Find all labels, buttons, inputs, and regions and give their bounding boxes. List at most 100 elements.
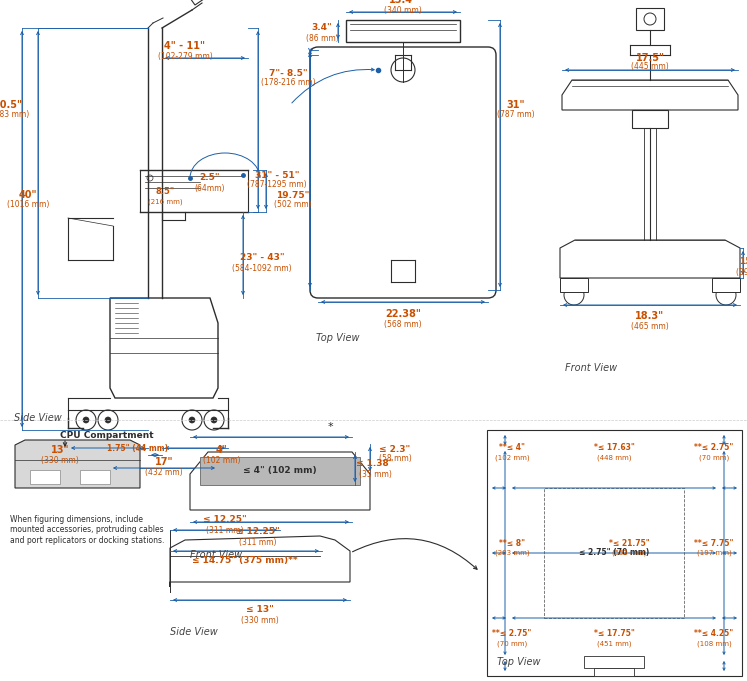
Bar <box>636 8 664 30</box>
Text: 2.5": 2.5" <box>199 174 220 183</box>
Polygon shape <box>190 452 370 510</box>
Bar <box>30 470 60 484</box>
Text: 3.4": 3.4" <box>311 24 332 33</box>
Polygon shape <box>190 0 217 5</box>
Text: (102-279 mm): (102-279 mm) <box>158 52 212 61</box>
Text: **≤ 4.25": **≤ 4.25" <box>695 629 734 639</box>
Text: 8.5": 8.5" <box>155 187 175 197</box>
Text: (445 mm): (445 mm) <box>631 61 669 71</box>
Text: 7"- 8.5": 7"- 8.5" <box>269 69 307 78</box>
Text: (178-216 mm): (178-216 mm) <box>261 78 315 87</box>
FancyBboxPatch shape <box>310 47 496 298</box>
Text: Side View: Side View <box>170 627 217 637</box>
Text: 4" - 11": 4" - 11" <box>164 41 205 51</box>
Text: Front View: Front View <box>190 550 242 560</box>
Circle shape <box>189 417 195 423</box>
Text: ≤ 12.25": ≤ 12.25" <box>236 528 280 537</box>
Bar <box>346 20 460 42</box>
Text: Top View: Top View <box>497 657 541 667</box>
Text: (340 mm): (340 mm) <box>384 5 422 14</box>
Text: (70 mm): (70 mm) <box>699 455 729 461</box>
Text: ≤ 1.38": ≤ 1.38" <box>356 460 394 469</box>
Text: 50.5": 50.5" <box>0 100 22 110</box>
Text: (1016 mm): (1016 mm) <box>7 200 49 210</box>
Text: (58 mm): (58 mm) <box>379 454 412 464</box>
Text: 1.75" (44 mm): 1.75" (44 mm) <box>108 443 169 452</box>
Text: 17.5": 17.5" <box>636 53 665 63</box>
Text: *≤ 17.75": *≤ 17.75" <box>594 629 634 639</box>
Text: (311 mm): (311 mm) <box>206 526 244 535</box>
Text: **≤ 8": **≤ 8" <box>499 539 525 548</box>
Text: Front View: Front View <box>565 363 617 373</box>
Text: (102 mm): (102 mm) <box>203 456 241 464</box>
Text: (584-1092 mm): (584-1092 mm) <box>232 264 292 272</box>
Text: CPU Compartment: CPU Compartment <box>60 430 154 439</box>
Circle shape <box>83 417 89 423</box>
Circle shape <box>105 417 111 423</box>
Text: (311 mm): (311 mm) <box>239 537 276 546</box>
Text: 40": 40" <box>19 190 37 200</box>
Bar <box>80 470 110 484</box>
Text: 31": 31" <box>506 100 525 110</box>
Text: ≤ 14.75" (375 mm)**: ≤ 14.75" (375 mm)** <box>192 556 298 565</box>
Polygon shape <box>110 298 218 398</box>
Text: (787-1295 mm): (787-1295 mm) <box>247 180 307 189</box>
Polygon shape <box>562 80 738 110</box>
Text: (330 mm): (330 mm) <box>41 456 79 464</box>
Text: ≤ 4" (102 mm): ≤ 4" (102 mm) <box>244 466 317 475</box>
Text: 4": 4" <box>216 445 228 455</box>
Bar <box>487 430 742 676</box>
Text: (197 mm): (197 mm) <box>697 550 731 556</box>
Text: **≤ 2.75": **≤ 2.75" <box>492 629 532 639</box>
Text: ≤ 2.75" (70 mm): ≤ 2.75" (70 mm) <box>579 548 649 558</box>
Text: ≤ 12.25": ≤ 12.25" <box>203 516 247 524</box>
Text: 22.38": 22.38" <box>385 309 421 319</box>
Text: 19.75": 19.75" <box>276 191 310 200</box>
Text: Side View: Side View <box>14 413 62 423</box>
Bar <box>632 110 668 128</box>
Text: (432 mm): (432 mm) <box>145 467 183 477</box>
Bar <box>200 457 360 485</box>
Text: (86 mm): (86 mm) <box>306 33 338 42</box>
Circle shape <box>211 417 217 423</box>
Text: (203 mm): (203 mm) <box>495 550 530 556</box>
Text: **≤ 4": **≤ 4" <box>499 443 525 452</box>
Text: 13": 13" <box>51 445 69 455</box>
Bar <box>584 656 644 668</box>
Text: (552 mm): (552 mm) <box>612 550 646 556</box>
Text: (70 mm): (70 mm) <box>497 641 527 647</box>
Text: (568 mm): (568 mm) <box>384 319 422 328</box>
Text: Top View: Top View <box>316 333 359 343</box>
Text: **≤ 2.75": **≤ 2.75" <box>694 443 734 452</box>
Text: (502 mm): (502 mm) <box>274 200 311 210</box>
Bar <box>560 278 588 292</box>
Bar <box>594 668 634 676</box>
Text: (465 mm): (465 mm) <box>631 321 669 330</box>
Text: (102 mm): (102 mm) <box>495 455 530 461</box>
Text: ≤ 13": ≤ 13" <box>246 605 274 614</box>
Text: 18.3": 18.3" <box>636 311 665 321</box>
Text: *≤ 17.63": *≤ 17.63" <box>594 443 634 452</box>
Text: **≤ 7.75": **≤ 7.75" <box>694 539 734 548</box>
Text: (451 mm): (451 mm) <box>597 641 631 647</box>
Text: (35 mm): (35 mm) <box>359 469 391 479</box>
Text: (1283 mm): (1283 mm) <box>0 110 29 119</box>
Text: When figuring dimensions, include
mounted accessories, protruding cables
and por: When figuring dimensions, include mounte… <box>10 515 164 545</box>
Text: 31" - 51": 31" - 51" <box>255 170 300 180</box>
Text: 23" - 43": 23" - 43" <box>240 253 285 262</box>
Text: (394 mm): (394 mm) <box>736 268 747 276</box>
Text: *: * <box>327 422 333 432</box>
Text: (330 mm): (330 mm) <box>241 616 279 624</box>
Polygon shape <box>170 536 350 587</box>
Text: (64mm): (64mm) <box>195 183 226 193</box>
Text: (787 mm): (787 mm) <box>498 110 535 119</box>
Text: 17": 17" <box>155 457 173 467</box>
Text: (216 mm): (216 mm) <box>148 199 182 205</box>
Text: (108 mm): (108 mm) <box>697 641 731 647</box>
Bar <box>712 278 740 292</box>
FancyBboxPatch shape <box>499 438 729 668</box>
Polygon shape <box>15 440 140 488</box>
Bar <box>544 488 684 618</box>
Text: 15.5": 15.5" <box>739 257 747 266</box>
Text: ≤ 2.3": ≤ 2.3" <box>379 445 411 454</box>
